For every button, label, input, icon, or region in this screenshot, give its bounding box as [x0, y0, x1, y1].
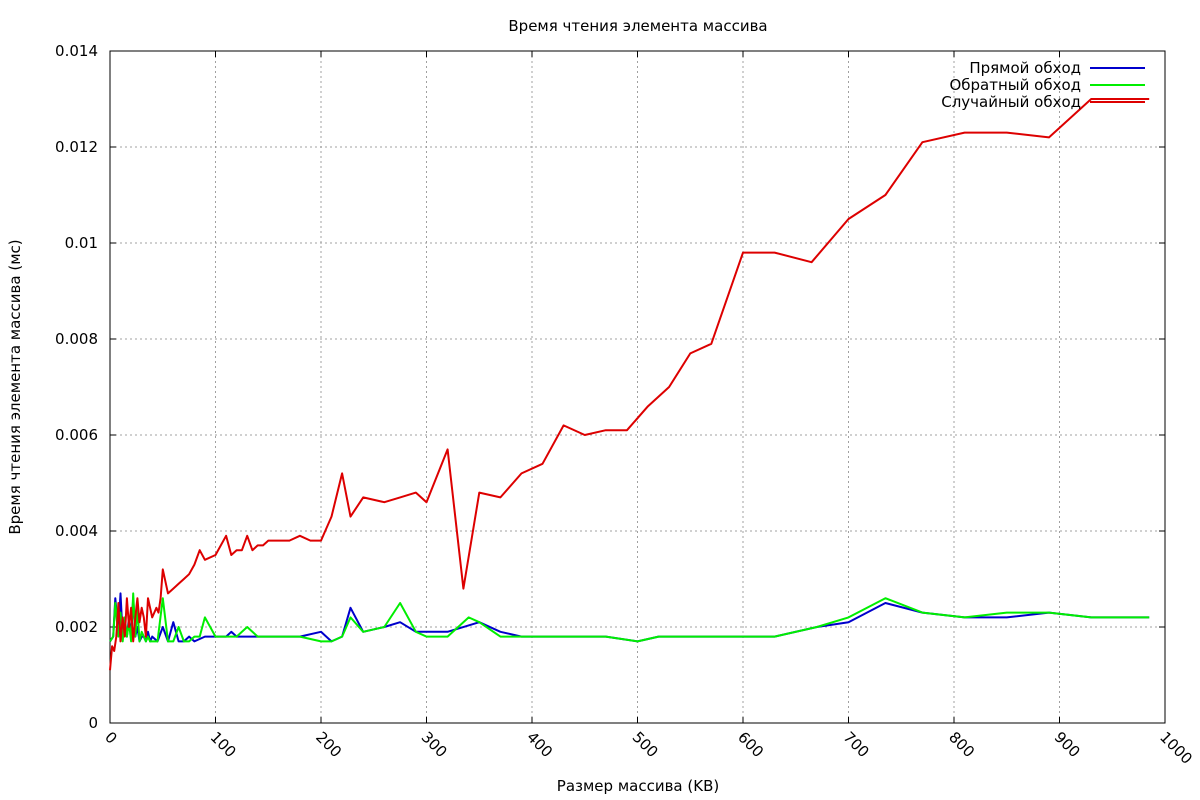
- y-tick-label: 0.006: [55, 426, 98, 444]
- legend-label-1: Прямой обход: [969, 59, 1081, 77]
- legend-label-2: Обратный обход: [949, 76, 1081, 94]
- y-tick-label: 0: [88, 714, 98, 732]
- y-tick-label: 0.008: [55, 330, 98, 348]
- legend-label-3: Случайный обход: [941, 93, 1081, 111]
- x-tick-label: 700: [840, 728, 873, 761]
- x-tick-label: 600: [734, 728, 767, 761]
- y-tick-label: 0.012: [55, 138, 98, 156]
- x-tick-label: 400: [523, 728, 556, 761]
- grid: [110, 51, 1165, 723]
- series-line-2: [109, 592, 1150, 643]
- x-tick-label: 300: [418, 728, 451, 761]
- y-tick-label: 0.014: [55, 42, 98, 60]
- y-tick-label: 0.004: [55, 522, 98, 540]
- x-tick-label: 900: [1051, 728, 1084, 761]
- x-tick-label: 800: [945, 728, 978, 761]
- x-axis-label: Размер массива (KB): [557, 777, 719, 795]
- x-tick-label: 200: [312, 728, 345, 761]
- y-tick-label: 0.002: [55, 618, 98, 636]
- series-lines: [109, 98, 1150, 671]
- x-tick-label: 1000: [1156, 728, 1196, 768]
- y-tick-label: 0.01: [65, 234, 98, 252]
- series-line-3: [109, 98, 1150, 671]
- x-tick-label: 500: [629, 728, 662, 761]
- x-tick-label: 0: [101, 728, 120, 747]
- y-axis-ticks: 0 0.002 0.004 0.006 0.008 0.01 0.012 0.014: [55, 42, 1165, 732]
- y-axis-label: Время чтения элемента массива (мс): [6, 239, 24, 534]
- x-axis-ticks: 0 100 200 300 400 500 600 700 800 900 1000: [101, 51, 1196, 768]
- chart-title: Время чтения элемента массива: [508, 17, 767, 35]
- x-tick-label: 100: [207, 728, 240, 761]
- series-line-1: [109, 592, 1150, 643]
